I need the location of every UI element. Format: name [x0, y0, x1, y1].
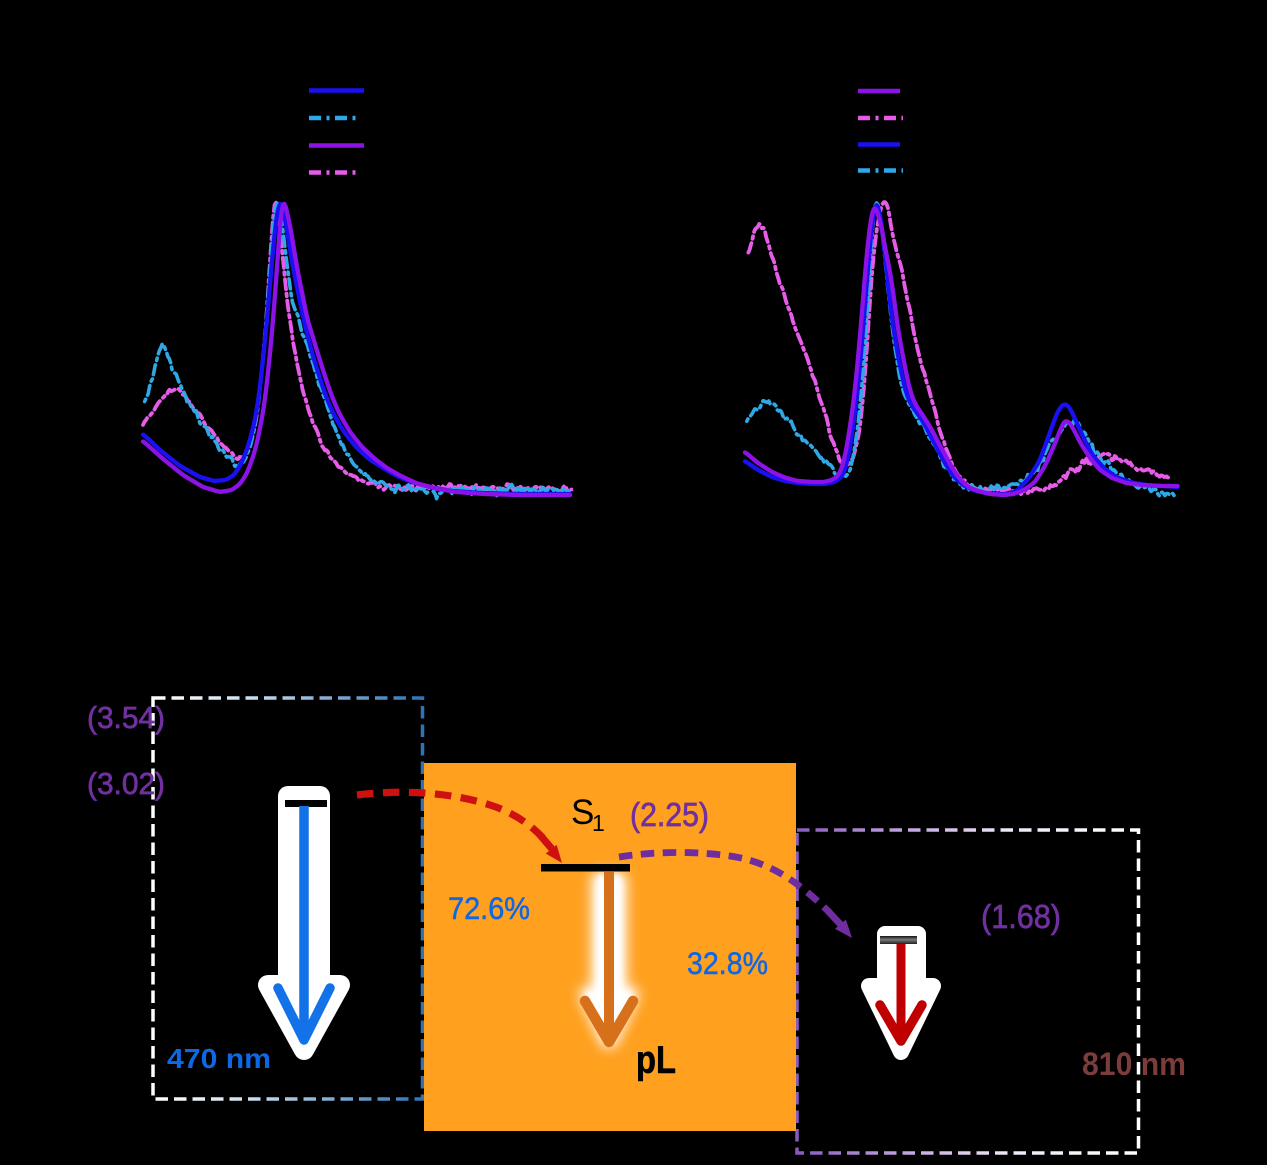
svg-text:470 nm: 470 nm — [167, 1043, 271, 1074]
svg-text:32.8%: 32.8% — [687, 945, 768, 981]
svg-text:(3.02): (3.02) — [87, 766, 165, 801]
svg-text:(2.25): (2.25) — [630, 796, 709, 833]
svg-text:72.6%: 72.6% — [448, 890, 530, 926]
svg-text:1: 1 — [592, 810, 605, 836]
svg-text:(3.54): (3.54) — [87, 700, 165, 735]
svg-text:(1.68): (1.68) — [981, 898, 1061, 935]
svg-text:S: S — [571, 793, 594, 832]
svg-text:810 nm: 810 nm — [1082, 1046, 1186, 1082]
svg-text:pL: pL — [636, 1039, 676, 1082]
